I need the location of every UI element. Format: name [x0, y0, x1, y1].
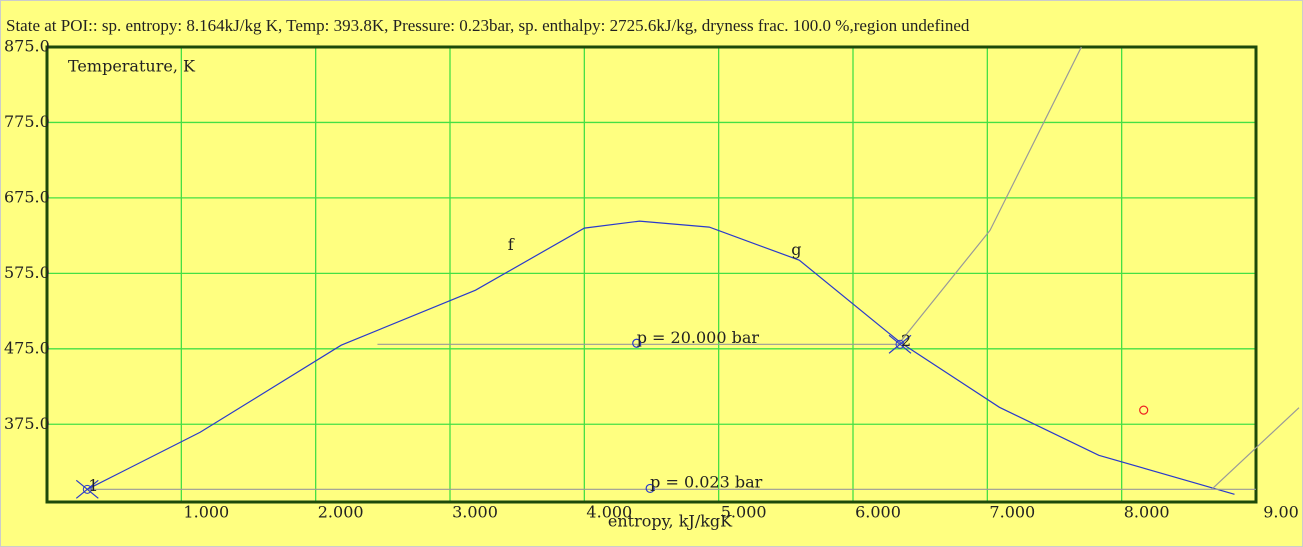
x-tick-label: 7.000	[989, 503, 1035, 522]
x-tick-label: 2.000	[318, 503, 364, 522]
y-tick-label: 775.0	[4, 112, 50, 131]
y-tick-label: 575.0	[4, 263, 50, 282]
x-tick-label: 3.000	[452, 503, 498, 522]
annotation: p = 0.023 bar	[650, 473, 762, 492]
curve	[899, 46, 1082, 343]
y-tick-label: 375.0	[4, 414, 50, 433]
state-dot	[82, 484, 92, 494]
x-tick-label: 8.000	[1124, 503, 1170, 522]
state-label: 1	[88, 476, 98, 495]
state-marker	[888, 334, 912, 354]
point	[645, 483, 655, 494]
annotation: p = 20.000 bar	[637, 328, 760, 347]
x-axis-label: entropy, kJ/kgK	[608, 512, 733, 531]
point	[1139, 405, 1149, 415]
y-tick-label: 675.0	[4, 187, 50, 206]
annotation: f	[508, 235, 515, 254]
x-tick-label: 1.000	[183, 503, 229, 522]
y-axis-label: Temperature, K	[68, 57, 196, 76]
point	[632, 338, 642, 348]
x-tick-label: 9.00	[1263, 503, 1299, 522]
x-tick-label: 5.000	[721, 503, 767, 522]
annotation: g	[791, 240, 801, 259]
curve	[1211, 407, 1300, 490]
y-tick-label: 475.0	[4, 338, 50, 357]
curve	[87, 220, 1235, 495]
x-tick-label: 4.000	[586, 503, 632, 522]
chart-title: State at POI:: sp. entropy: 8.164kJ/kg K…	[6, 16, 970, 35]
x-tick-label: 6.000	[855, 503, 901, 522]
state-dot	[895, 339, 905, 349]
y-tick-label: 875.0	[4, 37, 50, 56]
state-label: 2	[901, 331, 911, 350]
state-marker	[75, 479, 99, 499]
plot-frame	[45, 45, 1258, 504]
